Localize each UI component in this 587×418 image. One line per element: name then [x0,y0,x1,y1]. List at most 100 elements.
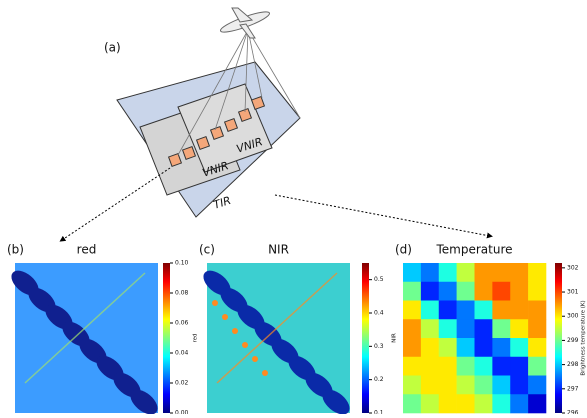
heat-cell [457,301,475,320]
airplane [219,8,271,38]
heat-cell [421,376,439,395]
heat-cell [403,376,421,395]
heat-cell [510,282,528,301]
colorbar [555,263,562,413]
figure: (a) VNIR VNIR TIR (b) red 0.00 0.02 0.04 0.06… [0,0,587,414]
heat-cell [492,357,510,376]
heat-cell [439,376,457,395]
heat-cell [475,263,493,282]
heat-cell [475,338,493,357]
heat-cell [457,263,475,282]
heat-cell [475,319,493,338]
heat-cell [403,394,421,413]
heat-cell [403,357,421,376]
panel-label: (c) [199,243,215,257]
heat-cell [475,282,493,301]
heat-cell [403,301,421,320]
colorbar-tick-label: 300 [567,313,579,320]
heat-cell [439,301,457,320]
heat-cell [528,338,546,357]
heat-cell [492,376,510,395]
heat-cell [403,282,421,301]
arrow [275,195,490,236]
heat-cell [457,319,475,338]
colorbar-tick-label: 0.3 [374,343,384,350]
heat-cell [421,338,439,357]
heat-cell [528,376,546,395]
colorbar-tick-label: 0.02 [175,380,189,387]
panel-label: (b) [7,243,24,257]
heat-cell [475,357,493,376]
heat-cell [475,376,493,395]
heat-cell [457,282,475,301]
panel-label: (d) [395,243,412,257]
heat-cell [457,357,475,376]
heat-cell [528,282,546,301]
image-feature [232,328,238,334]
colorbar-label: Brightness temperature (K) [581,300,587,375]
heat-cell [421,301,439,320]
heat-cell [421,263,439,282]
colorbar-tick-label: 301 [567,289,579,296]
colorbar [163,263,170,413]
heat-cell [439,338,457,357]
heat-cell [510,338,528,357]
image [199,263,354,414]
heat-cell [528,301,546,320]
colorbar-tick-label: 0.2 [374,376,384,383]
colorbar [362,263,369,413]
heat-cell [457,376,475,395]
colorbar-tick-label: 0.00 [175,410,189,415]
image-feature [262,370,268,376]
diagram: (a) VNIR VNIR TIR [62,8,490,240]
panel-title: red [77,243,97,257]
colorbar-tick-label: 0.04 [175,350,189,357]
colorbar-tick-label: 0.08 [175,290,189,297]
colorbar-label: NIR [392,333,398,343]
heat-cell [439,319,457,338]
heat-cell [492,263,510,282]
heat-cell [510,357,528,376]
heat-cell [528,319,546,338]
heat-cell [421,357,439,376]
heat-cell [492,319,510,338]
page: (a) VNIR VNIR TIR (b) red 0.00 0.02 0.04 0.06… [0,0,587,414]
heat-cell [403,263,421,282]
heat-cell [403,319,421,338]
heat-cell [492,282,510,301]
panel-title: Temperature [435,243,512,257]
heat-cell [439,263,457,282]
colorbar-tick-label: 0.1 [374,410,384,415]
panel-title: NIR [268,243,289,257]
heat-cell [492,338,510,357]
colorbar-tick-label: 0.4 [374,310,384,317]
heat-cell [457,394,475,413]
colorbar-tick-label: 0.06 [175,320,189,327]
heat-cell [510,301,528,320]
colorbar-tick-label: 299 [567,337,579,344]
colorbar-tick-label: 297 [567,385,579,392]
heat-cell [528,394,546,413]
heat-cell [439,282,457,301]
heat-cell [475,301,493,320]
heat-cell [528,263,546,282]
heat-cell [439,394,457,413]
heat-cell [475,394,493,413]
heat-cell [421,394,439,413]
heat-cell [439,357,457,376]
colorbar-tick-label: 0.5 [374,276,384,283]
image [7,263,162,414]
heat-cell [510,394,528,413]
panel-label: (a) [104,41,121,55]
colorbar-tick-label: 296 [567,410,579,415]
colorbar-tick-label: 298 [567,361,579,368]
image-feature [252,356,258,362]
heat-cell [510,263,528,282]
heat-cell [492,301,510,320]
heat-cell [457,338,475,357]
heat-cell [528,357,546,376]
heat-cell [403,338,421,357]
colorbar-label: red [193,333,199,342]
heat-cell [510,376,528,395]
colorbar-tick-label: 0.10 [175,260,189,267]
